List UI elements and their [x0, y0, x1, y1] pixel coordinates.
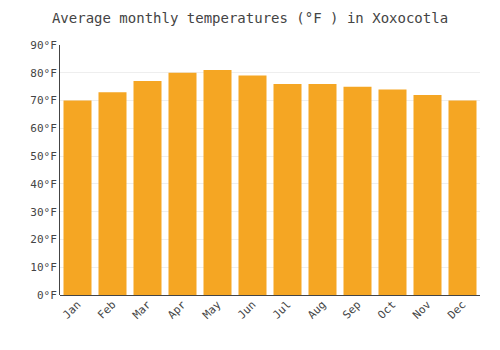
svg-text:Jan: Jan: [60, 298, 83, 321]
svg-text:70°F: 70°F: [30, 94, 57, 107]
svg-text:40°F: 40°F: [30, 178, 57, 191]
svg-text:Dec: Dec: [445, 298, 468, 321]
svg-text:Nov: Nov: [410, 298, 434, 322]
svg-text:90°F: 90°F: [30, 39, 57, 52]
svg-text:Jul: Jul: [270, 298, 293, 321]
svg-text:10°F: 10°F: [30, 261, 57, 274]
svg-text:Sep: Sep: [340, 298, 363, 321]
svg-text:20°F: 20°F: [30, 233, 57, 246]
svg-text:Jun: Jun: [235, 298, 258, 321]
svg-text:Feb: Feb: [95, 298, 118, 321]
svg-text:Apr: Apr: [165, 298, 189, 322]
svg-text:30°F: 30°F: [30, 206, 57, 219]
svg-text:50°F: 50°F: [30, 150, 57, 163]
svg-text:May: May: [200, 298, 224, 322]
svg-text:0°F: 0°F: [37, 289, 57, 302]
svg-text:60°F: 60°F: [30, 122, 57, 135]
svg-text:Oct: Oct: [375, 298, 398, 321]
svg-text:80°F: 80°F: [30, 67, 57, 80]
svg-text:Average monthly temperatures (: Average monthly temperatures (°F ) in Xo…: [52, 10, 448, 26]
svg-text:Mar: Mar: [130, 298, 154, 322]
svg-text:Aug: Aug: [305, 298, 328, 321]
